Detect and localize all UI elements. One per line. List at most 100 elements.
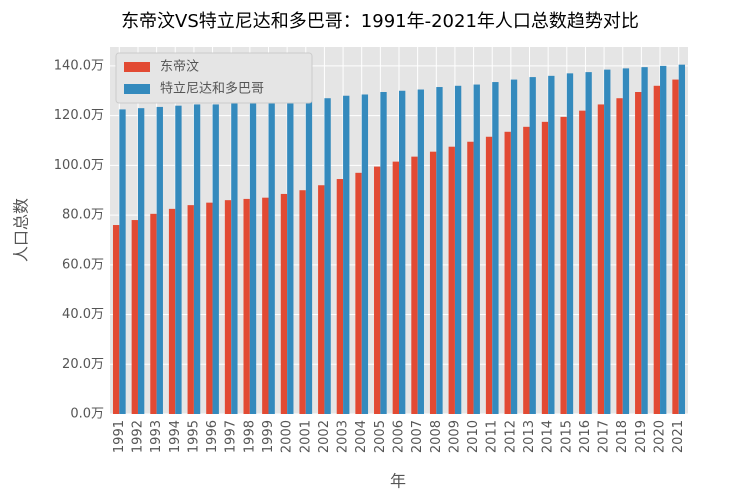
bar bbox=[622, 68, 630, 414]
bar bbox=[187, 205, 194, 414]
y-tick-label: 20.0万 bbox=[62, 357, 104, 372]
bar bbox=[131, 220, 138, 414]
bar bbox=[523, 126, 530, 415]
x-tick-label: 1998 bbox=[242, 420, 257, 453]
y-tick-label: 40.0万 bbox=[62, 307, 104, 322]
bar bbox=[343, 95, 350, 414]
x-tick-label: 2001 bbox=[298, 420, 313, 453]
bar bbox=[399, 90, 406, 414]
bar bbox=[585, 72, 592, 414]
bar bbox=[485, 136, 493, 414]
bar bbox=[243, 198, 250, 414]
bar bbox=[604, 69, 611, 414]
x-tick-label: 2007 bbox=[410, 420, 425, 453]
bar bbox=[150, 213, 157, 414]
x-tick-label: 1996 bbox=[205, 420, 220, 453]
x-tick-label: 1997 bbox=[224, 420, 239, 453]
x-tick-label: 2012 bbox=[503, 420, 518, 453]
bar bbox=[280, 193, 288, 414]
bar bbox=[510, 79, 518, 414]
y-tick-label: 120.0万 bbox=[54, 108, 104, 123]
legend-label: 特立尼达和多巴哥 bbox=[160, 81, 264, 97]
y-tick-label: 80.0万 bbox=[62, 208, 104, 223]
x-tick-label: 1993 bbox=[149, 420, 164, 453]
x-tick-label: 1999 bbox=[261, 420, 276, 453]
bar bbox=[287, 100, 294, 415]
bar bbox=[672, 79, 679, 414]
x-tick-label: 1995 bbox=[186, 420, 201, 453]
y-tick-label: 100.0万 bbox=[54, 158, 104, 173]
bar bbox=[548, 75, 555, 414]
x-tick-label: 1992 bbox=[130, 420, 145, 453]
bar bbox=[411, 156, 418, 414]
legend-box bbox=[115, 52, 313, 104]
legend-label: 东帝汶 bbox=[160, 59, 199, 75]
bar bbox=[262, 197, 269, 414]
bar bbox=[361, 94, 369, 414]
bar bbox=[579, 110, 586, 415]
bar bbox=[436, 87, 443, 414]
x-tick-label: 1991 bbox=[112, 420, 127, 453]
y-tick-label: 0.0万 bbox=[70, 407, 104, 422]
x-tick-label: 2004 bbox=[354, 420, 369, 453]
bar bbox=[641, 67, 648, 414]
bar bbox=[560, 116, 567, 415]
x-tick-label: 2002 bbox=[317, 420, 332, 453]
legend-swatch bbox=[124, 84, 150, 94]
bar bbox=[492, 82, 499, 414]
bar bbox=[504, 131, 511, 414]
bar bbox=[529, 77, 536, 414]
bar bbox=[318, 185, 325, 414]
bar bbox=[635, 92, 642, 414]
bar bbox=[380, 92, 387, 414]
x-tick-label: 2003 bbox=[336, 420, 351, 453]
bar bbox=[355, 172, 362, 414]
bar bbox=[454, 85, 462, 414]
bar bbox=[224, 200, 232, 414]
bar bbox=[660, 65, 667, 414]
y-axis-label: 人口总数 bbox=[12, 198, 31, 262]
bar bbox=[678, 64, 686, 414]
x-tick-label: 2019 bbox=[634, 420, 649, 453]
bar bbox=[448, 146, 455, 414]
bar bbox=[616, 98, 623, 414]
bar bbox=[175, 105, 182, 415]
bar bbox=[137, 108, 145, 415]
bar bbox=[193, 104, 201, 415]
x-tick-label: 2016 bbox=[578, 420, 593, 453]
bar bbox=[417, 89, 424, 414]
x-tick-label: 2018 bbox=[615, 420, 630, 453]
x-tick-label: 2013 bbox=[522, 420, 537, 453]
x-tick-label: 2021 bbox=[671, 420, 686, 453]
bar bbox=[112, 225, 120, 414]
x-tick-label: 1994 bbox=[168, 420, 183, 453]
x-tick-label: 2009 bbox=[447, 420, 462, 453]
x-tick-label: 2017 bbox=[597, 420, 612, 453]
x-tick-label: 2015 bbox=[559, 420, 574, 453]
bar bbox=[249, 101, 257, 415]
x-tick-label: 2005 bbox=[373, 420, 388, 453]
bar bbox=[119, 109, 126, 415]
y-tick-label: 140.0万 bbox=[54, 58, 104, 73]
bar bbox=[597, 104, 605, 415]
bar bbox=[429, 151, 437, 414]
bar bbox=[473, 84, 480, 414]
bar bbox=[206, 202, 213, 414]
bar bbox=[392, 161, 399, 414]
bar bbox=[305, 99, 313, 415]
x-tick-label: 2008 bbox=[429, 420, 444, 453]
x-tick-label: 2000 bbox=[280, 420, 295, 453]
x-tick-label: 2020 bbox=[653, 420, 668, 453]
bar bbox=[212, 104, 219, 415]
bar bbox=[566, 73, 574, 414]
x-tick-label: 2006 bbox=[392, 420, 407, 453]
bar bbox=[168, 208, 176, 414]
x-axis-label: 年 bbox=[390, 472, 406, 491]
bar bbox=[231, 103, 238, 415]
bar bbox=[653, 85, 661, 414]
bar bbox=[268, 100, 275, 415]
bar bbox=[336, 179, 344, 414]
bar bbox=[374, 166, 381, 414]
